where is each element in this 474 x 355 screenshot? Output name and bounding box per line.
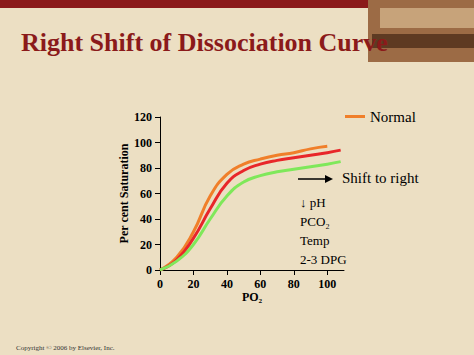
svg-text:Copyright © 2006 by Elsevier,: Copyright © 2006 by Elsevier, Inc. [16,344,115,352]
svg-text:0: 0 [146,263,152,277]
svg-text:Shift to right: Shift to right [342,170,420,186]
svg-text:80: 80 [288,277,300,291]
svg-text:Right Shift of Dissociation Cu: Right Shift of Dissociation Curve [21,28,388,57]
svg-text:40: 40 [140,212,152,226]
svg-text:40: 40 [221,277,233,291]
svg-text:Per cent Saturation: Per cent Saturation [117,143,131,243]
svg-text:↓ pH: ↓ pH [300,195,326,210]
svg-text:100: 100 [134,136,152,150]
svg-text:60: 60 [254,277,266,291]
svg-text:Normal: Normal [370,109,416,125]
svg-text:0: 0 [157,277,163,291]
svg-text:PO₂: PO₂ [242,290,263,304]
svg-text:60: 60 [140,187,152,201]
svg-text:2-3 DPG: 2-3 DPG [300,252,347,267]
svg-text:20: 20 [140,238,152,252]
svg-text:120: 120 [134,110,152,124]
svg-text:100: 100 [318,277,336,291]
svg-text:Temp: Temp [300,233,329,248]
svg-text:80: 80 [140,161,152,175]
svg-text:PCO₂: PCO₂ [300,214,330,229]
svg-text:20: 20 [187,277,199,291]
